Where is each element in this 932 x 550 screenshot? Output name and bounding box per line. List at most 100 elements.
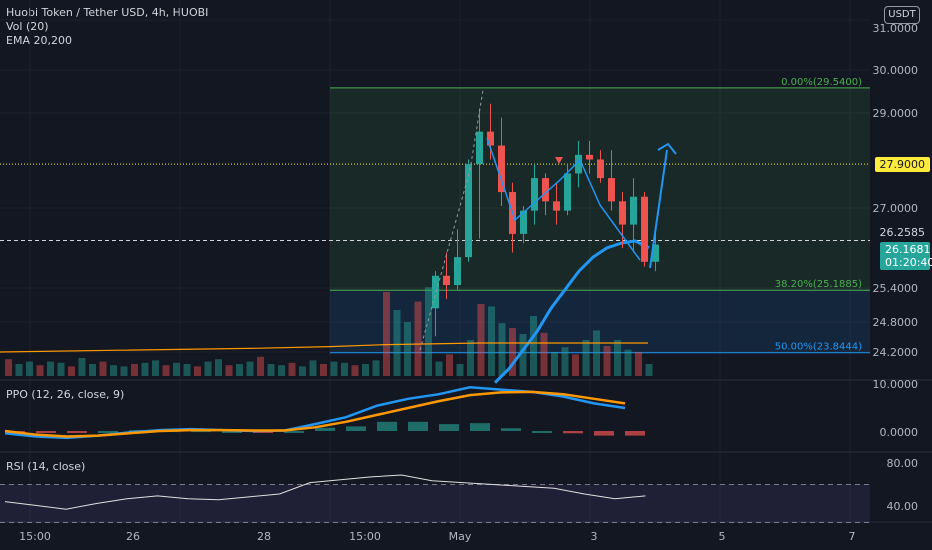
volume-bars bbox=[5, 287, 653, 376]
bar-countdown: 01:20:40 bbox=[885, 256, 932, 269]
fib-retracement[interactable]: 0.00%(29.5400) 38.20%(25.1885) 50.00%(23.8… bbox=[0, 77, 870, 354]
candle-body bbox=[597, 159, 604, 179]
last-price-tag: 26.1681 01:20:40 bbox=[880, 242, 932, 270]
x-axis-tick: 3 bbox=[591, 530, 598, 543]
volume-bar bbox=[246, 361, 254, 376]
volume-bar bbox=[183, 364, 191, 376]
candle-body bbox=[443, 275, 450, 286]
volume-bar bbox=[635, 352, 642, 376]
volume-bar bbox=[320, 364, 327, 376]
x-axis-tick: 26 bbox=[126, 530, 140, 543]
candle-body bbox=[542, 178, 549, 202]
fib-level-label: 0.00%(29.5400) bbox=[781, 77, 862, 88]
volume-bar bbox=[645, 364, 653, 376]
candle-body bbox=[564, 173, 571, 211]
volume-bar bbox=[47, 361, 54, 376]
volume-bar bbox=[362, 364, 369, 376]
candle-body bbox=[520, 210, 527, 234]
volume-bar bbox=[236, 364, 243, 376]
volume-bar bbox=[551, 352, 558, 376]
x-axis-tick: 15:00 bbox=[19, 530, 51, 543]
candle-body bbox=[575, 154, 582, 174]
volume-bar bbox=[267, 364, 275, 376]
volume-bar bbox=[131, 364, 138, 376]
candle-body bbox=[454, 257, 461, 286]
ppo-signal-line bbox=[4, 390, 626, 438]
symbol-title[interactable]: Huobi Token / Tether USD, 4h, HUOBI bbox=[6, 6, 209, 19]
volume-bar bbox=[540, 332, 548, 376]
volume-bar bbox=[561, 347, 569, 376]
volume-bar bbox=[120, 366, 128, 376]
rsi-pane-label[interactable]: RSI (14, close) bbox=[6, 460, 86, 473]
x-axis-tick: 15:00 bbox=[349, 530, 381, 543]
volume-bar bbox=[383, 292, 390, 376]
volume-bar bbox=[309, 360, 317, 376]
projection-arrow-head bbox=[657, 142, 677, 155]
rsi-y-axis-tick: 80.00 bbox=[887, 457, 919, 470]
volume-bar bbox=[110, 365, 117, 376]
ppo-histogram-bar bbox=[315, 427, 335, 431]
volume-bar bbox=[215, 359, 222, 376]
volume-bar bbox=[467, 340, 474, 376]
drawing-tools[interactable] bbox=[419, 89, 677, 351]
volume-bar bbox=[89, 364, 96, 376]
volume-bar bbox=[624, 349, 632, 376]
currency-button[interactable]: USDT bbox=[884, 6, 920, 24]
volume-bar bbox=[393, 310, 401, 376]
candle-body bbox=[531, 178, 538, 211]
y-axis-tick: 24.8000 bbox=[873, 316, 919, 329]
ema-indicator-label[interactable]: EMA 20,200 bbox=[6, 34, 72, 47]
y-axis-tick: 30.0000 bbox=[873, 64, 919, 77]
volume-bar bbox=[225, 365, 233, 376]
chart-title-legend[interactable]: Huobi Token / Tether USD, 4h, HUOBI Vol … bbox=[6, 6, 208, 48]
volume-bar bbox=[582, 340, 590, 376]
down-marker bbox=[555, 157, 563, 164]
volume-bar bbox=[288, 362, 296, 376]
candle-body bbox=[619, 201, 626, 225]
rsi-line bbox=[4, 474, 646, 510]
x-axis-tick: 7 bbox=[849, 530, 856, 543]
volume-bar bbox=[593, 330, 600, 376]
ppo-histogram-bar bbox=[222, 431, 242, 433]
candle-body bbox=[586, 154, 593, 160]
volume-bar bbox=[614, 340, 621, 376]
volume-bar bbox=[68, 366, 75, 376]
volume-bar bbox=[530, 316, 537, 376]
rsi-y-axis-tick: 40.00 bbox=[887, 500, 919, 513]
candle-body bbox=[465, 164, 472, 258]
volume-bar bbox=[194, 366, 201, 376]
volume-bar bbox=[299, 366, 306, 376]
projection-arrow-line bbox=[649, 149, 668, 269]
last-price-value: 26.1681 bbox=[885, 243, 931, 256]
x-axis-tick: May bbox=[449, 530, 472, 543]
candle-body bbox=[432, 275, 439, 309]
dashed-price-tag: 26.2585 bbox=[874, 225, 930, 240]
volume-bar bbox=[162, 365, 170, 376]
volume-bar bbox=[36, 365, 44, 376]
y-axis-tick: 25.4000 bbox=[873, 282, 919, 295]
candle-body bbox=[652, 244, 659, 262]
trend-dashed-line bbox=[419, 89, 484, 351]
volume-bar bbox=[330, 361, 338, 376]
level-price-tag: 27.9000 bbox=[874, 157, 930, 172]
volume-indicator-label[interactable]: Vol (20) bbox=[6, 20, 49, 33]
x-axis-tick: 5 bbox=[719, 530, 726, 543]
candle-body bbox=[487, 131, 494, 146]
y-axis-tick: 31.0000 bbox=[873, 22, 919, 35]
volume-bar bbox=[372, 360, 380, 376]
ppo-pane-label[interactable]: PPO (12, 26, close, 9) bbox=[6, 388, 125, 401]
ppo-histogram-bar bbox=[377, 421, 397, 431]
candle-body bbox=[630, 196, 637, 225]
volume-bar bbox=[26, 361, 33, 376]
ppo-histogram-bar bbox=[470, 423, 490, 431]
volume-bar bbox=[351, 365, 359, 376]
ppo-histogram-bar bbox=[532, 431, 552, 433]
volume-bar bbox=[498, 323, 506, 376]
candle-body bbox=[553, 201, 560, 211]
volume-bar bbox=[57, 362, 65, 376]
fib-level-label: 38.20%(25.1885) bbox=[775, 279, 862, 290]
volume-bar bbox=[78, 358, 86, 376]
volume-bar bbox=[204, 361, 212, 376]
